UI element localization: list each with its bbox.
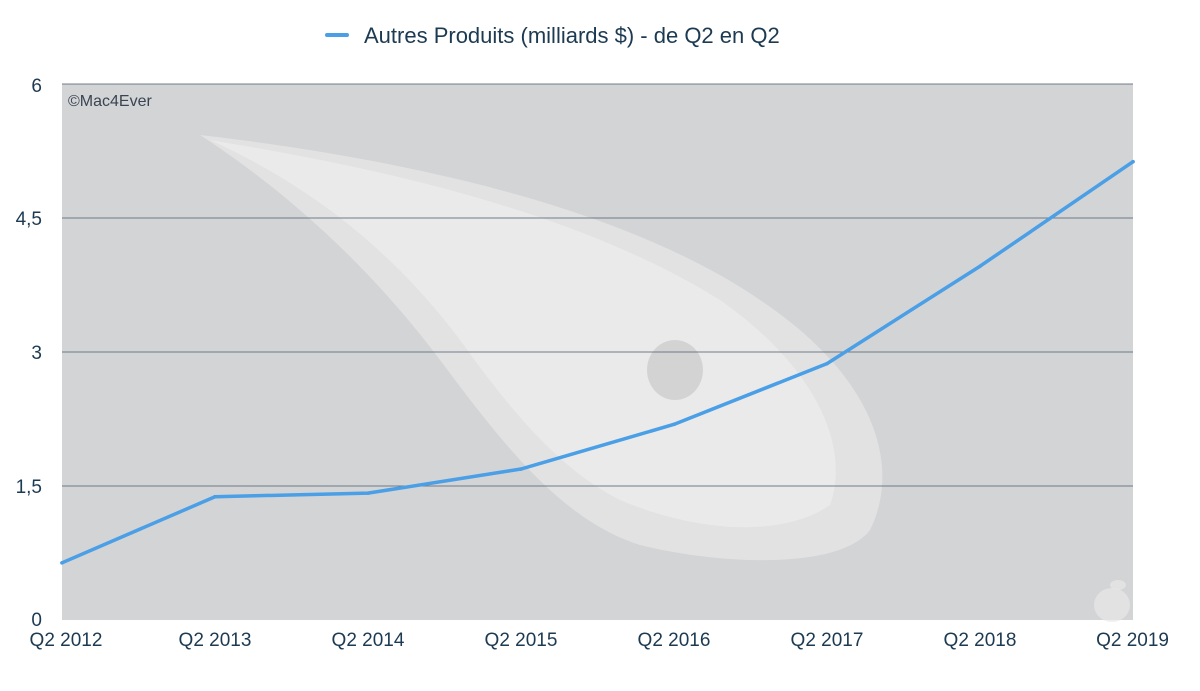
x-tick-label: Q2 2015	[485, 630, 558, 651]
x-tick-label: Q2 2016	[638, 630, 711, 651]
x-tick-label: Q2 2018	[944, 630, 1017, 651]
data-point	[519, 467, 523, 471]
series-line-group	[60, 159, 1135, 565]
data-point	[825, 361, 829, 366]
data-point	[672, 422, 676, 427]
x-tick-label: Q2 2012	[30, 630, 103, 651]
legend-label: Autres Produits (milliards $) - de Q2 en…	[364, 23, 780, 48]
data-point	[60, 561, 64, 565]
x-tick-label: Q2 2014	[332, 630, 405, 651]
data-point	[213, 494, 217, 499]
data-point	[978, 264, 982, 269]
data-point	[366, 491, 370, 495]
background-product-image	[200, 135, 1130, 622]
x-tick-label: Q2 2017	[791, 630, 864, 651]
plot-area: ©Mac4Ever	[60, 83, 1135, 622]
watermark-text: ©Mac4Ever	[68, 93, 152, 110]
y-tick-label: 4,5	[16, 209, 42, 230]
apple-logo-shape	[647, 340, 703, 400]
data-point	[1131, 159, 1135, 164]
x-tick-label: Q2 2019	[1096, 630, 1169, 651]
y-tick-label: 1,5	[16, 477, 42, 498]
gridlines	[62, 83, 1133, 487]
y-tick-label: 0	[31, 610, 42, 631]
y-axis: 0 1,5 3 4,5 6	[16, 76, 42, 631]
series-line	[60, 159, 1135, 565]
y-tick-label: 6	[31, 76, 42, 97]
y-tick-label: 3	[31, 343, 42, 364]
legend: Autres Produits (milliards $) - de Q2 en…	[325, 23, 780, 48]
x-axis: Q2 2012 Q2 2013 Q2 2014 Q2 2015 Q2 2016 Q2 20…	[30, 630, 1169, 651]
x-tick-label: Q2 2013	[179, 630, 252, 651]
